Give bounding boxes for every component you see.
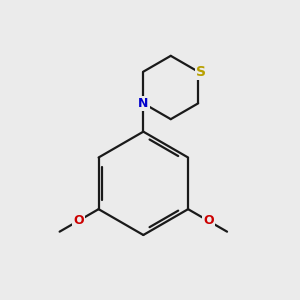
Text: N: N bbox=[138, 97, 148, 110]
Text: S: S bbox=[196, 65, 206, 79]
Text: O: O bbox=[73, 214, 84, 227]
Text: O: O bbox=[203, 214, 214, 227]
